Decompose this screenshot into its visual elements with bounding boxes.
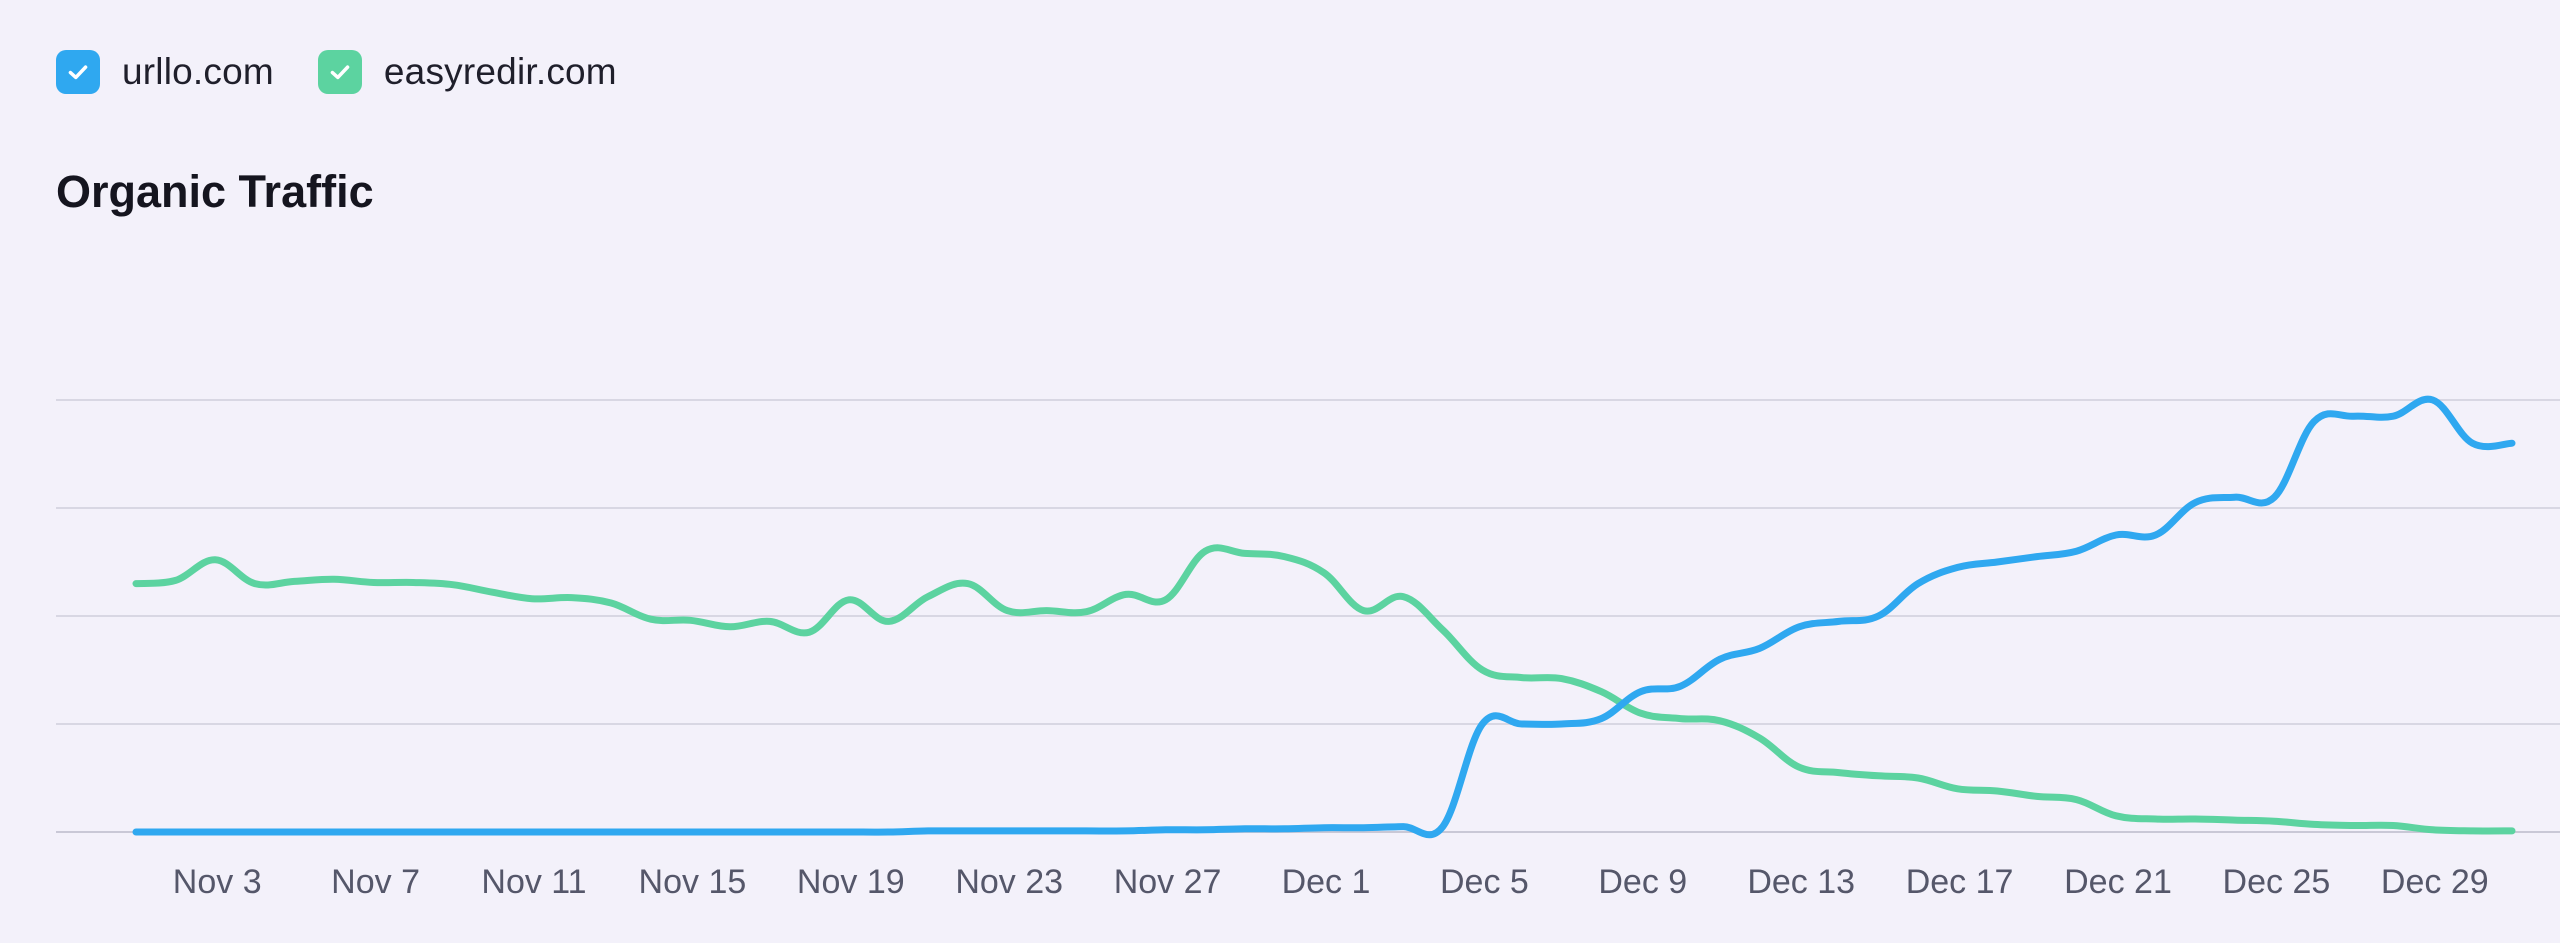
series-line-urllo-com xyxy=(132,395,2516,839)
x-tick-label: Dec 29 xyxy=(2381,863,2489,901)
x-tick-label: Nov 27 xyxy=(1114,863,1222,901)
x-tick-label: Nov 15 xyxy=(639,863,747,901)
check-icon xyxy=(330,65,350,80)
x-tick-label: Nov 23 xyxy=(955,863,1063,901)
x-tick-label: Dec 13 xyxy=(1747,863,1855,901)
x-tick-label: Dec 9 xyxy=(1598,863,1687,901)
legend-label-easyredir: easyredir.com xyxy=(383,51,617,92)
x-axis-ticks: Nov 3 Nov 7 Nov 11 Nov 15 Nov 19 Nov 23 Nov 27… xyxy=(173,863,2489,901)
x-tick-label: Nov 3 xyxy=(173,863,262,901)
x-tick-label: Dec 17 xyxy=(1906,863,2014,901)
x-tick-label: Nov 7 xyxy=(331,863,420,901)
series-group xyxy=(132,395,2516,839)
grid xyxy=(56,399,2560,833)
x-tick-label: Dec 5 xyxy=(1440,863,1529,901)
legend-item-urllo[interactable]: urllo.com xyxy=(56,50,274,94)
x-tick-label: Nov 19 xyxy=(797,863,905,901)
series-line-easyredir-com xyxy=(132,544,2516,835)
x-tick-label: Dec 25 xyxy=(2223,863,2331,901)
chart-title: Organic Traffic xyxy=(56,166,374,217)
easyredir-checkbox[interactable] xyxy=(317,50,362,94)
urllo-checkbox[interactable] xyxy=(56,50,100,94)
x-tick-label: Dec 21 xyxy=(2064,863,2172,901)
x-tick-label: Nov 11 xyxy=(481,863,586,901)
x-tick-label: Dec 1 xyxy=(1282,863,1371,901)
legend: urllo.com easyredir.com xyxy=(56,50,661,94)
check-icon xyxy=(68,65,88,80)
legend-label-urllo: urllo.com xyxy=(122,51,274,92)
legend-item-easyredir[interactable]: easyredir.com xyxy=(317,50,617,94)
